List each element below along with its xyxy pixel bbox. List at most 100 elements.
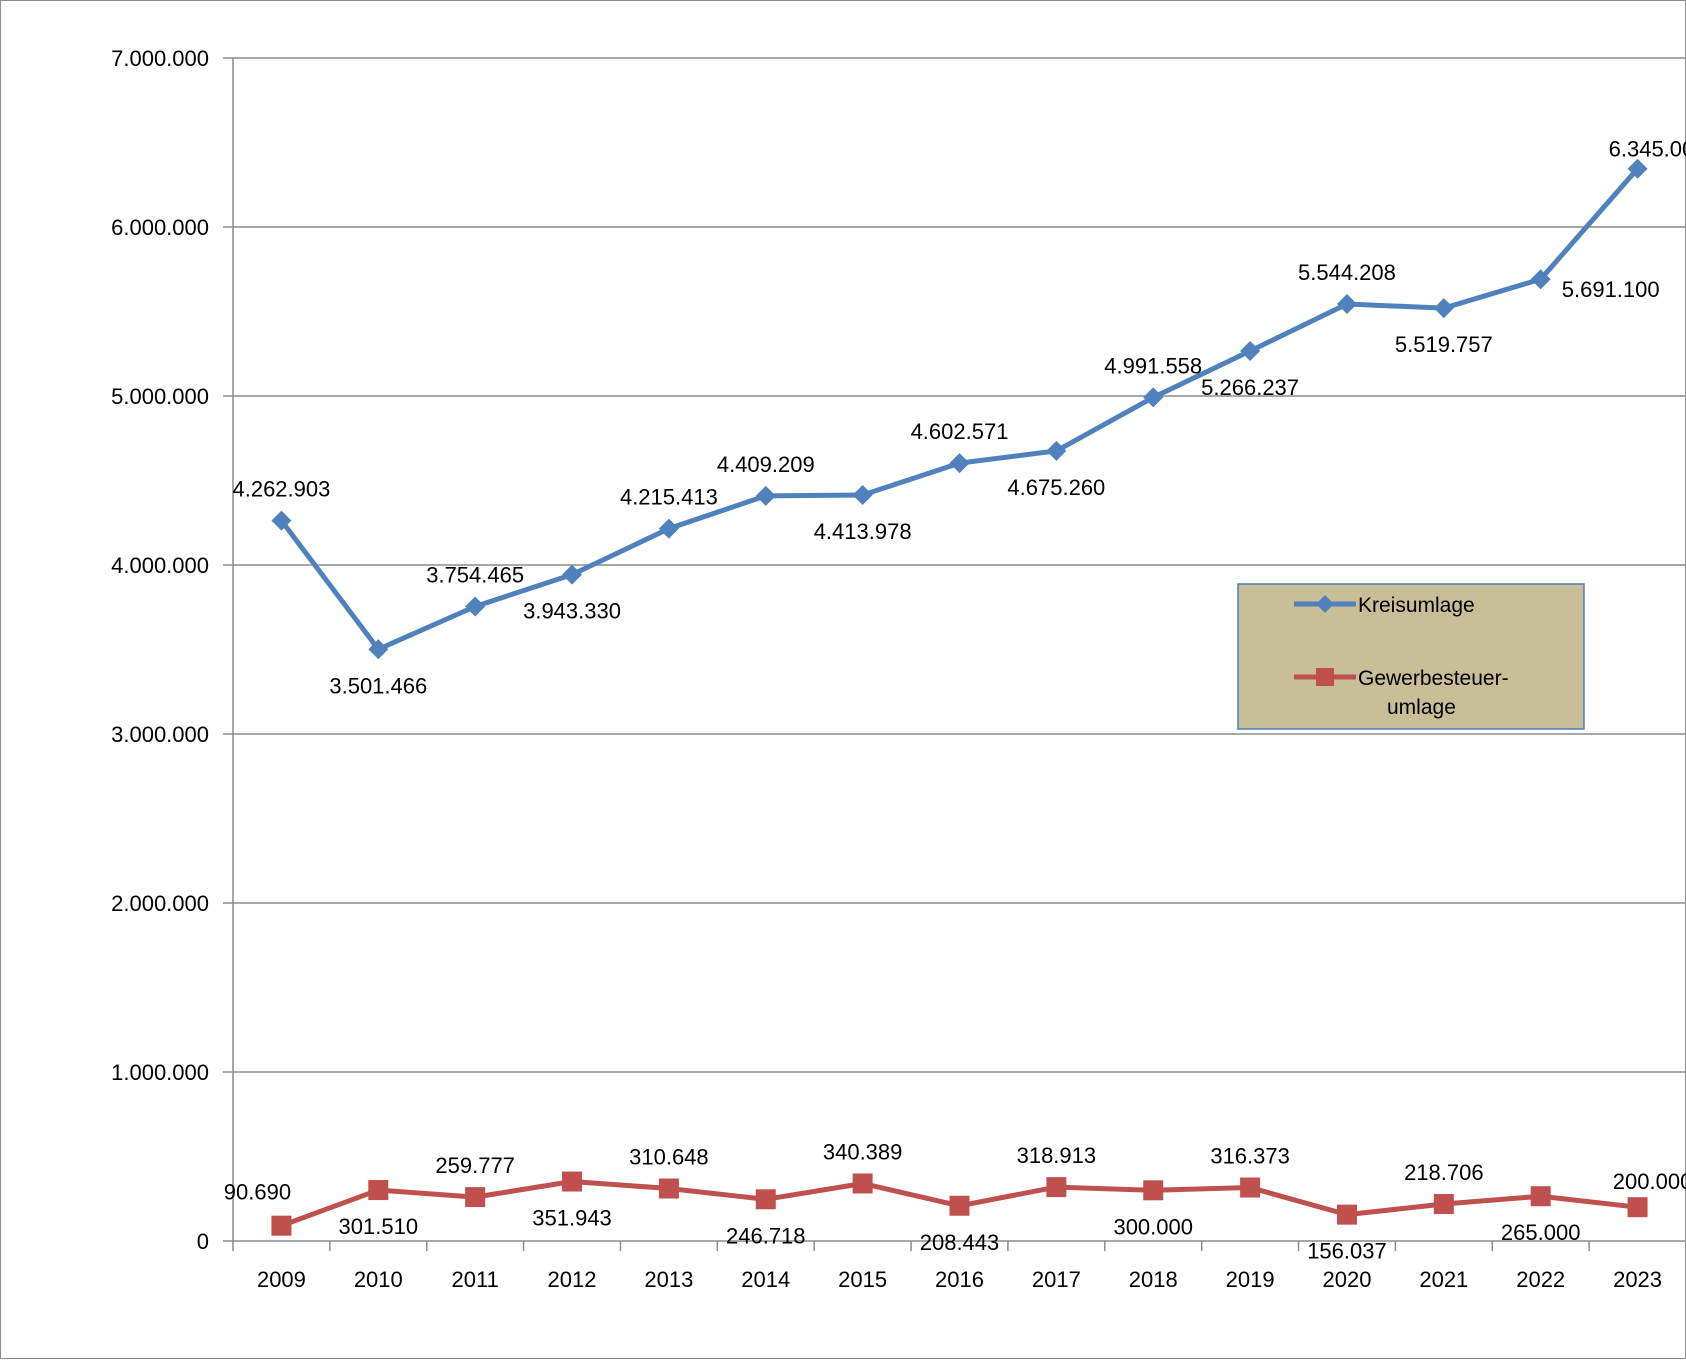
x-tick-label-2012: 2012 <box>548 1267 597 1292</box>
x-tick-label-2014: 2014 <box>741 1267 790 1292</box>
data-label-gewerbesteuerumlage-2011: 259.777 <box>435 1153 515 1178</box>
x-tick-label-2011: 2011 <box>452 1267 499 1292</box>
data-point-gewerbesteuerumlage-2021 <box>1433 1194 1454 1215</box>
x-tick-label-2017: 2017 <box>1032 1267 1081 1292</box>
data-label-kreisumlage-2020: 5.544.208 <box>1298 260 1396 285</box>
data-label-gewerbesteuerumlage-2016: 208.443 <box>920 1230 1000 1255</box>
series-gewerbesteuerumlage: 90.690 301.510 259.777 351.943 310.648 246.71… <box>224 1139 1686 1263</box>
data-label-kreisumlage-2019: 5.266.237 <box>1201 375 1299 400</box>
data-point-kreisumlage-2022 <box>1530 269 1551 290</box>
data-label-gewerbesteuerumlage-2012: 351.943 <box>532 1206 612 1231</box>
data-point-gewerbesteuerumlage-2012 <box>562 1171 583 1192</box>
data-label-gewerbesteuerumlage-2022: 265.000 <box>1501 1220 1581 1245</box>
series-layer: 4.262.903 3.501.466 3.754.465 3.943.330 4.21… <box>224 137 1686 1264</box>
data-label-gewerbesteuerumlage-2014: 246.718 <box>726 1223 806 1248</box>
x-tick-label-2018: 2018 <box>1129 1267 1178 1292</box>
data-label-kreisumlage-2014: 4.409.209 <box>717 452 815 477</box>
data-point-gewerbesteuerumlage-2014 <box>755 1189 776 1210</box>
data-point-gewerbesteuerumlage-2016 <box>949 1195 970 1216</box>
data-label-gewerbesteuerumlage-2009: 90.690 <box>224 1180 291 1205</box>
data-point-gewerbesteuerumlage-2017 <box>1046 1177 1067 1198</box>
y-tick-label-2: 2.000.000 <box>111 891 209 916</box>
x-tick-label-2020: 2020 <box>1322 1267 1371 1292</box>
data-point-gewerbesteuerumlage-2015 <box>852 1173 873 1194</box>
data-label-kreisumlage-2012: 3.943.330 <box>523 599 621 624</box>
data-point-kreisumlage-2010 <box>368 639 389 660</box>
x-tick-label-2010: 2010 <box>354 1267 403 1292</box>
data-label-kreisumlage-2018: 4.991.558 <box>1104 353 1202 378</box>
legend-label-line-2: umlage <box>1387 696 1456 719</box>
data-label-kreisumlage-2023: 6.345.000 <box>1609 137 1686 162</box>
x-axis-tick-labels: 2009 2010 2011 2012 2013 2014 2015 2016 2017 2018… <box>257 1267 1662 1292</box>
data-label-kreisumlage-2009: 4.262.903 <box>232 477 330 502</box>
data-label-gewerbesteuerumlage-2017: 318.913 <box>1017 1143 1097 1168</box>
data-point-kreisumlage-2012 <box>562 564 583 585</box>
data-label-gewerbesteuerumlage-2023: 200.000 <box>1613 1169 1686 1194</box>
gridlines <box>223 57 1686 1242</box>
y-tick-label-3: 3.000.000 <box>111 722 209 747</box>
data-label-gewerbesteuerumlage-2015: 340.389 <box>823 1139 903 1164</box>
data-point-gewerbesteuerumlage-2010 <box>368 1180 389 1201</box>
data-label-kreisumlage-2016: 4.602.571 <box>911 419 1009 444</box>
data-point-gewerbesteuerumlage-2018 <box>1143 1180 1164 1201</box>
y-axis-tick-labels: 0 1.000.000 2.000.000 3.000.000 4.000.000 5.0… <box>111 46 209 1254</box>
y-tick-label-0: 0 <box>197 1229 209 1254</box>
data-point-kreisumlage-2016 <box>949 453 970 474</box>
x-tick-label-2016: 2016 <box>935 1267 984 1292</box>
data-label-kreisumlage-2022: 5.691.100 <box>1562 277 1660 302</box>
legend-box <box>1237 583 1585 730</box>
data-point-kreisumlage-2021 <box>1433 298 1454 319</box>
data-label-kreisumlage-2021: 5.519.757 <box>1395 332 1493 357</box>
x-tick-label-2022: 2022 <box>1516 1267 1565 1292</box>
data-label-kreisumlage-2010: 3.501.466 <box>329 673 427 698</box>
data-point-gewerbesteuerumlage-2022 <box>1530 1186 1551 1207</box>
series-kreisumlage: 4.262.903 3.501.466 3.754.465 3.943.330 4.21… <box>232 137 1686 699</box>
data-point-gewerbesteuerumlage-2020 <box>1336 1204 1357 1225</box>
data-label-gewerbesteuerumlage-2013: 310.648 <box>629 1145 709 1170</box>
legend: Kreisumlage Gewerbesteuer- umlage <box>1237 583 1585 730</box>
data-point-kreisumlage-2020 <box>1336 294 1357 315</box>
y-tick-label-5: 5.000.000 <box>111 384 209 409</box>
x-tick-label-2021: 2021 <box>1419 1267 1468 1292</box>
legend-marker-kreisumlage <box>1316 595 1334 613</box>
x-tick-label-2023: 2023 <box>1613 1267 1662 1292</box>
data-point-gewerbesteuerumlage-2009 <box>271 1215 292 1236</box>
data-point-kreisumlage-2009 <box>271 510 292 531</box>
legend-label-kreisumlage: Kreisumlage <box>1358 594 1475 617</box>
x-tick-label-2019: 2019 <box>1226 1267 1275 1292</box>
data-label-kreisumlage-2017: 4.675.260 <box>1007 475 1105 500</box>
data-point-kreisumlage-2023 <box>1627 158 1648 179</box>
data-point-gewerbesteuerumlage-2019 <box>1240 1177 1261 1198</box>
data-point-kreisumlage-2018 <box>1143 387 1164 408</box>
data-point-gewerbesteuerumlage-2013 <box>658 1178 679 1199</box>
data-point-gewerbesteuerumlage-2023 <box>1627 1197 1648 1218</box>
data-label-kreisumlage-2015: 4.413.978 <box>814 519 912 544</box>
data-point-kreisumlage-2017 <box>1046 440 1067 461</box>
legend-marker-gewerbesteuerumlage <box>1316 668 1334 686</box>
data-point-kreisumlage-2019 <box>1240 341 1261 362</box>
x-tick-label-2013: 2013 <box>644 1267 693 1292</box>
data-point-kreisumlage-2014 <box>755 485 776 506</box>
data-label-gewerbesteuerumlage-2020: 156.037 <box>1307 1239 1387 1264</box>
axes <box>232 58 1686 1251</box>
legend-label-line-1: Gewerbesteuer- <box>1358 667 1509 690</box>
legend-label-gewerbesteuerumlage: Gewerbesteuer- umlage <box>1358 667 1514 719</box>
data-point-gewerbesteuerumlage-2011 <box>465 1187 486 1208</box>
y-tick-label-6: 6.000.000 <box>111 215 209 240</box>
data-label-gewerbesteuerumlage-2019: 316.373 <box>1210 1144 1290 1169</box>
data-point-kreisumlage-2015 <box>852 485 873 506</box>
x-tick-label-2009: 2009 <box>257 1267 306 1292</box>
data-label-kreisumlage-2011: 3.754.465 <box>426 562 524 587</box>
y-tick-label-4: 4.000.000 <box>111 553 209 578</box>
y-tick-label-7: 7.000.000 <box>111 46 209 71</box>
data-label-gewerbesteuerumlage-2018: 300.000 <box>1113 1214 1193 1239</box>
data-label-gewerbesteuerumlage-2021: 218.706 <box>1404 1160 1484 1185</box>
y-tick-label-1: 1.000.000 <box>111 1060 209 1085</box>
data-label-gewerbesteuerumlage-2010: 301.510 <box>339 1214 419 1239</box>
data-point-kreisumlage-2013 <box>658 518 679 539</box>
x-tick-label-2015: 2015 <box>838 1267 887 1292</box>
data-label-kreisumlage-2013: 4.215.413 <box>620 485 718 510</box>
data-point-kreisumlage-2011 <box>465 596 486 617</box>
